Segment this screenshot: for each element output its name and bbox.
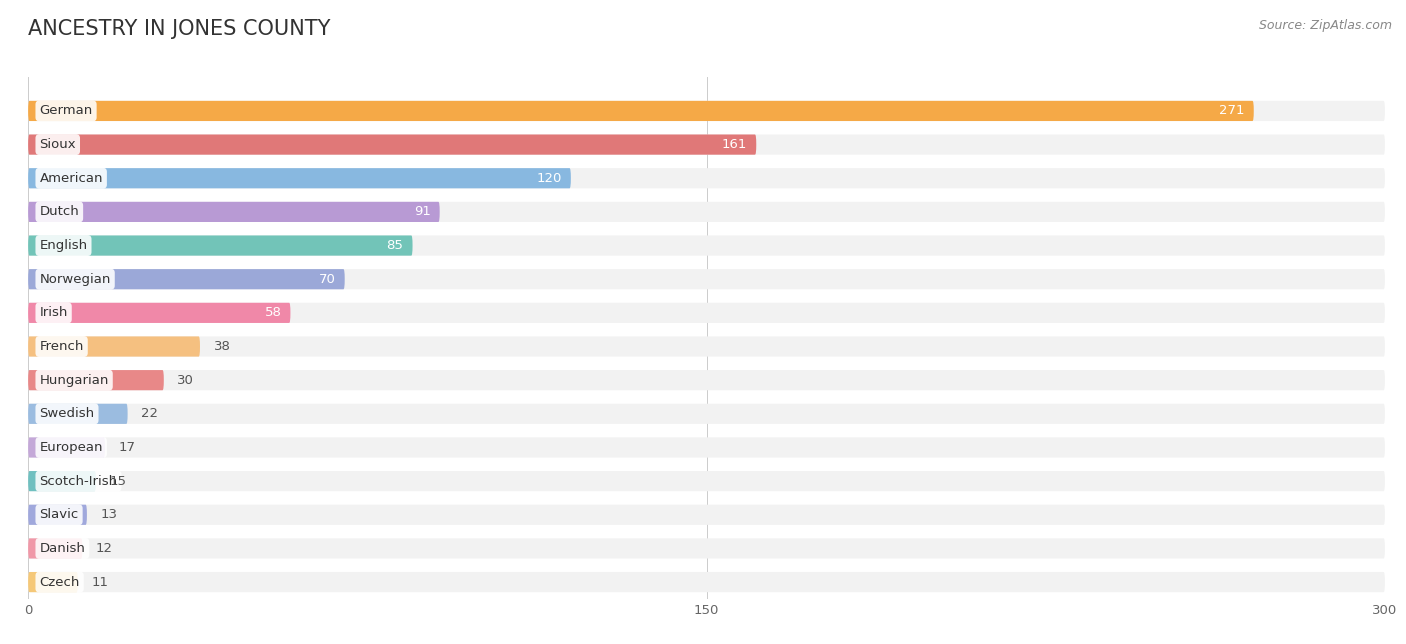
- FancyBboxPatch shape: [28, 135, 1385, 155]
- Text: Czech: Czech: [39, 576, 80, 589]
- Text: Source: ZipAtlas.com: Source: ZipAtlas.com: [1258, 19, 1392, 32]
- Text: Irish: Irish: [39, 307, 67, 319]
- FancyBboxPatch shape: [28, 236, 412, 256]
- Text: Dutch: Dutch: [39, 205, 79, 218]
- FancyBboxPatch shape: [28, 370, 1385, 390]
- Text: 17: 17: [118, 441, 135, 454]
- Text: Danish: Danish: [39, 542, 86, 555]
- Text: American: American: [39, 172, 103, 185]
- Text: 38: 38: [214, 340, 231, 353]
- Text: Sioux: Sioux: [39, 138, 76, 151]
- Text: 70: 70: [319, 272, 336, 286]
- Text: 22: 22: [141, 407, 159, 421]
- FancyBboxPatch shape: [28, 236, 1385, 256]
- Text: 12: 12: [96, 542, 112, 555]
- FancyBboxPatch shape: [28, 101, 1385, 121]
- FancyBboxPatch shape: [28, 505, 87, 525]
- FancyBboxPatch shape: [28, 336, 200, 357]
- FancyBboxPatch shape: [28, 471, 1385, 491]
- Text: 91: 91: [413, 205, 430, 218]
- FancyBboxPatch shape: [28, 269, 1385, 289]
- FancyBboxPatch shape: [28, 168, 1385, 188]
- FancyBboxPatch shape: [28, 404, 1385, 424]
- FancyBboxPatch shape: [28, 135, 756, 155]
- FancyBboxPatch shape: [28, 336, 1385, 357]
- FancyBboxPatch shape: [28, 538, 1385, 558]
- Text: German: German: [39, 104, 93, 117]
- Text: Norwegian: Norwegian: [39, 272, 111, 286]
- Text: 58: 58: [264, 307, 281, 319]
- Text: Hungarian: Hungarian: [39, 374, 108, 386]
- Text: 120: 120: [537, 172, 562, 185]
- FancyBboxPatch shape: [28, 471, 96, 491]
- FancyBboxPatch shape: [28, 404, 128, 424]
- Text: European: European: [39, 441, 103, 454]
- Text: 30: 30: [177, 374, 194, 386]
- Text: 15: 15: [110, 475, 127, 488]
- FancyBboxPatch shape: [28, 437, 105, 458]
- FancyBboxPatch shape: [28, 101, 1254, 121]
- Text: 85: 85: [387, 239, 404, 252]
- Text: ANCESTRY IN JONES COUNTY: ANCESTRY IN JONES COUNTY: [28, 19, 330, 39]
- Text: Slavic: Slavic: [39, 508, 79, 521]
- FancyBboxPatch shape: [28, 202, 440, 222]
- Text: French: French: [39, 340, 84, 353]
- Text: 13: 13: [100, 508, 118, 521]
- FancyBboxPatch shape: [28, 269, 344, 289]
- FancyBboxPatch shape: [28, 168, 571, 188]
- FancyBboxPatch shape: [28, 505, 1385, 525]
- Text: Scotch-Irish: Scotch-Irish: [39, 475, 118, 488]
- Text: English: English: [39, 239, 87, 252]
- FancyBboxPatch shape: [28, 202, 1385, 222]
- FancyBboxPatch shape: [28, 303, 291, 323]
- Text: 161: 161: [721, 138, 747, 151]
- FancyBboxPatch shape: [28, 370, 165, 390]
- FancyBboxPatch shape: [28, 437, 1385, 458]
- FancyBboxPatch shape: [28, 572, 77, 592]
- Text: Swedish: Swedish: [39, 407, 94, 421]
- Text: 11: 11: [91, 576, 108, 589]
- Text: 271: 271: [1219, 104, 1244, 117]
- FancyBboxPatch shape: [28, 303, 1385, 323]
- FancyBboxPatch shape: [28, 572, 1385, 592]
- FancyBboxPatch shape: [28, 538, 83, 558]
